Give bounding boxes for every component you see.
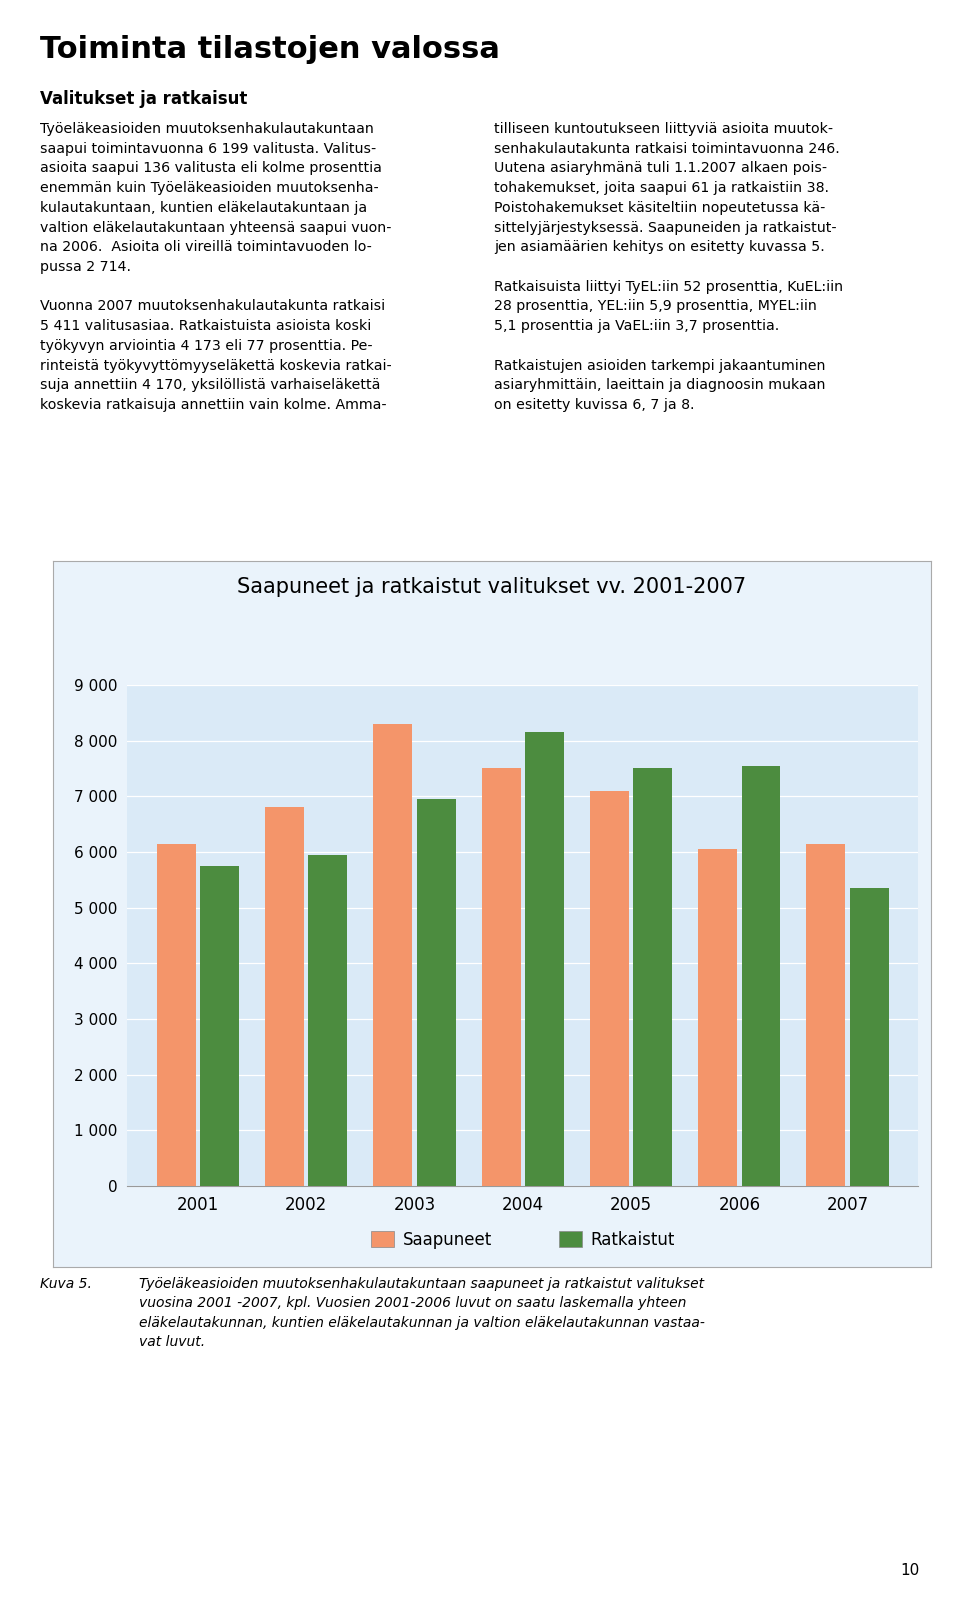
Text: Saapuneet ja ratkaistut valitukset vv. 2001-2007: Saapuneet ja ratkaistut valitukset vv. 2… [237,577,747,597]
Bar [265,807,304,1185]
Text: tilliseen kuntoutukseen liittyviä asioita muutok-
senhakulautakunta ratkaisi toi: tilliseen kuntoutukseen liittyviä asioit… [494,122,844,412]
Legend: Saapuneet, Ratkaistut: Saapuneet, Ratkaistut [371,1230,675,1250]
Text: 10: 10 [900,1564,920,1578]
Bar [698,849,737,1185]
Bar [589,791,629,1185]
Text: Toiminta tilastojen valossa: Toiminta tilastojen valossa [40,35,500,64]
Text: Kuva 5.: Kuva 5. [40,1277,92,1291]
Bar [417,799,456,1185]
Bar [308,855,348,1185]
Text: Työeläkeasioiden muutoksenhakulautakuntaan
saapui toimintavuonna 6 199 valitusta: Työeläkeasioiden muutoksenhakulautakunta… [40,122,392,412]
Bar [806,844,846,1185]
Bar [850,889,889,1185]
Bar [741,765,780,1185]
Bar [156,844,196,1185]
Bar [373,723,412,1185]
Bar [482,768,520,1185]
Text: Työeläkeasioiden muutoksenhakulautakuntaan saapuneet ja ratkaistut valitukset
vu: Työeläkeasioiden muutoksenhakulautakunta… [139,1277,705,1349]
Bar [200,866,239,1185]
Text: Valitukset ja ratkaisut: Valitukset ja ratkaisut [40,90,248,107]
Bar [525,733,564,1185]
Bar [634,768,672,1185]
